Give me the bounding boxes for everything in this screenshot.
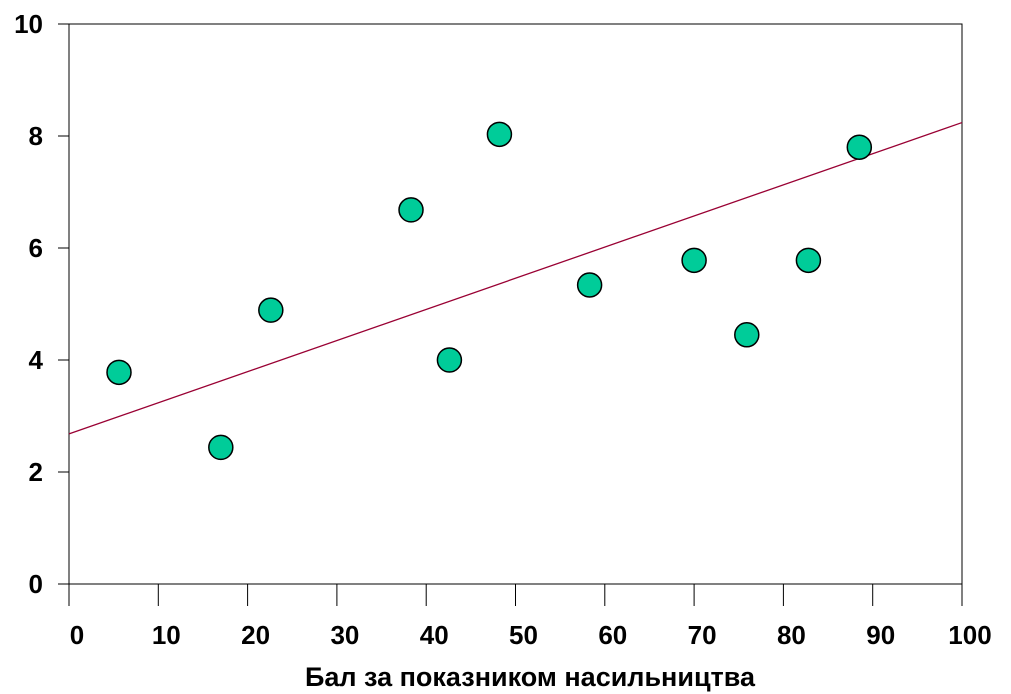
x-tick-label: 40 [420,620,449,650]
data-point [734,322,760,348]
x-tick-label: 50 [509,620,538,650]
x-tick-label: 90 [866,620,895,650]
y-tick-label: 8 [29,121,43,151]
plot-border [68,23,963,585]
data-point [106,359,132,386]
x-tick-label: 10 [152,620,181,650]
y-tick-label: 4 [29,345,44,375]
x-tick-label: 80 [777,620,806,650]
data-point [208,434,234,461]
x-axis: 0 10 20 30 40 50 60 70 80 90 100 [68,584,992,650]
x-tick-label: 30 [330,620,359,650]
y-axis: 0 2 4 6 8 10 [14,9,69,599]
plot-frame [68,23,963,585]
data-point [486,121,513,148]
x-tick-label: 20 [241,620,270,650]
y-tick-label: 0 [29,569,43,599]
x-tick-label: 0 [70,620,84,650]
data-point [436,347,463,373]
y-tick-label: 10 [14,9,43,39]
data-point [846,134,873,160]
data-point [576,272,603,298]
data-point [398,197,424,223]
y-tick-label: 2 [29,457,43,487]
x-axis-title: Бал за показником насильництва [305,662,756,692]
x-tick-label: 60 [598,620,627,650]
data-point [681,247,707,274]
data-points [106,121,873,461]
trend-line-group [68,121,963,435]
trend-line [68,121,963,435]
data-point [795,247,822,274]
data-point [258,297,284,323]
y-tick-label: 6 [29,233,43,263]
x-tick-label: 100 [948,620,991,650]
x-tick-label: 70 [688,620,717,650]
